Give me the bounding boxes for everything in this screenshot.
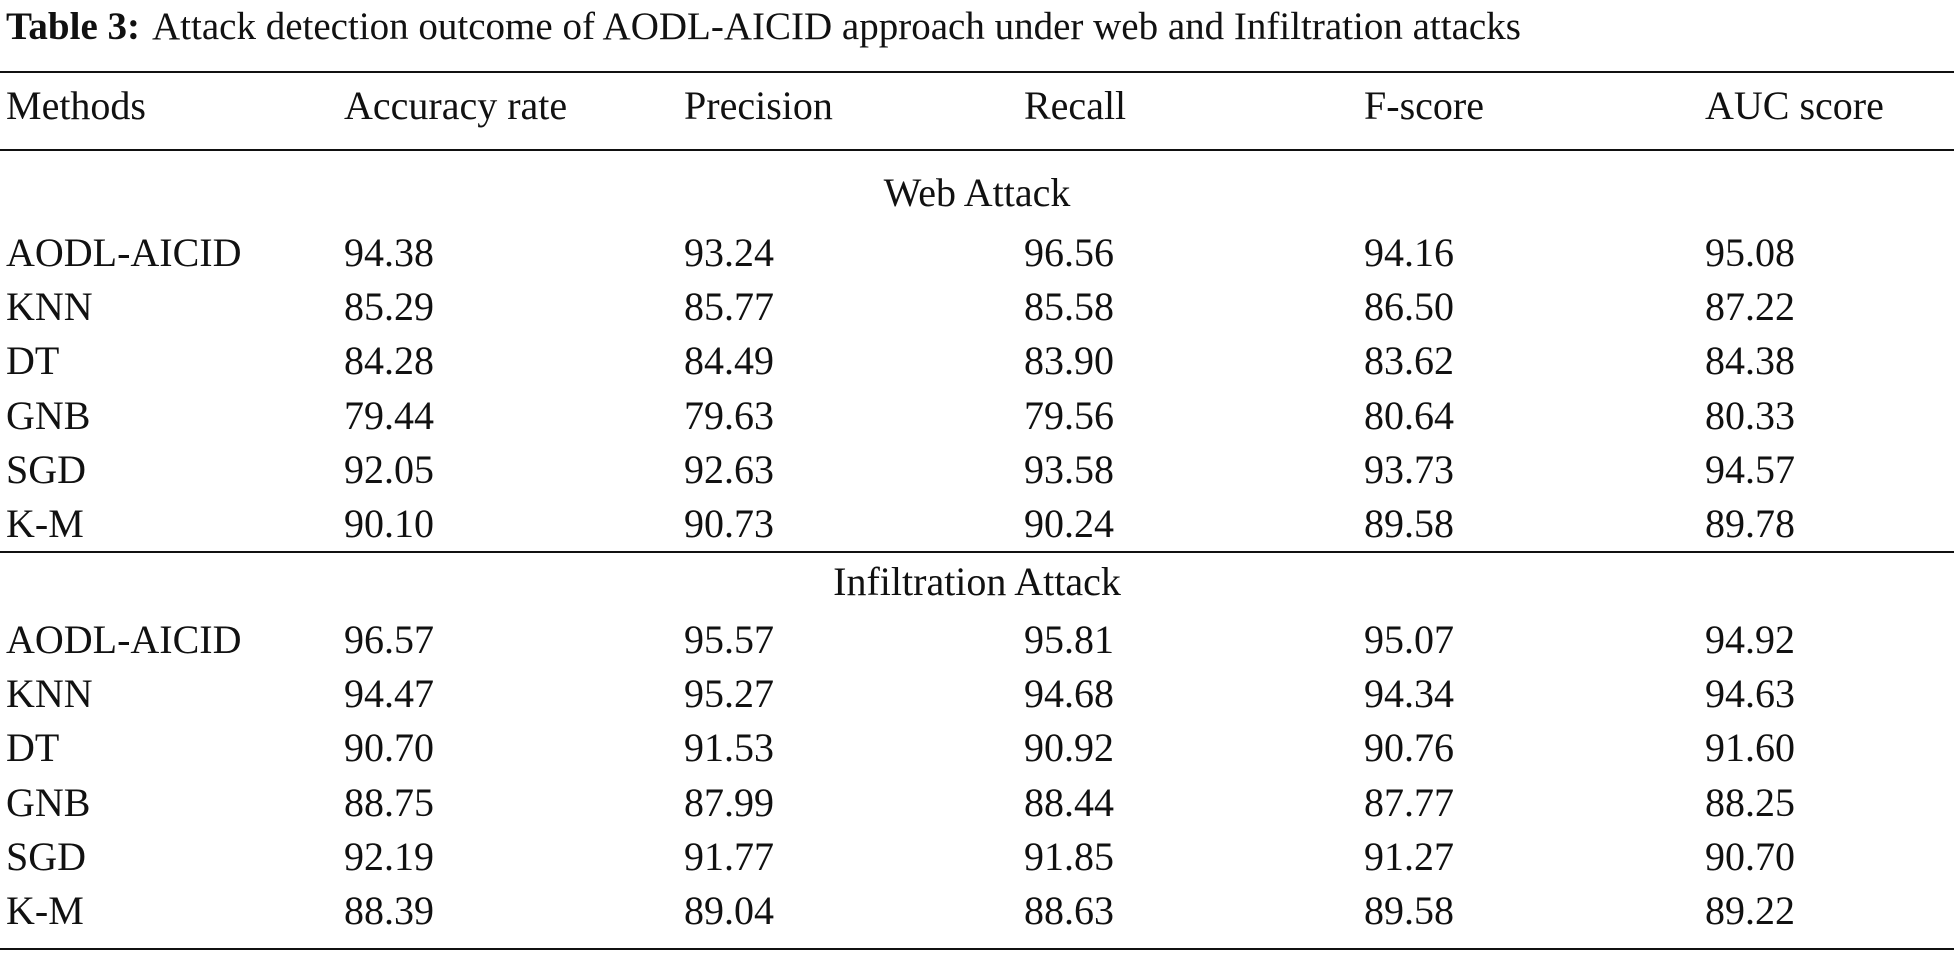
table-cell: 86.50 [1364,284,1454,330]
table-cell: 83.62 [1364,338,1454,384]
method-name: DT [6,338,60,384]
table-caption: Table 3: Attack detection outcome of AODL… [6,2,1521,52]
table-cell: 90.10 [344,501,434,546]
table-cell: 80.64 [1364,392,1454,438]
column-header: AUC score [1705,83,1884,128]
table-cell: 92.63 [684,446,774,492]
table-cell: 84.28 [344,338,434,384]
table-cell: 91.77 [684,833,774,879]
table-cell: 95.07 [1364,617,1454,662]
table-cell: 93.58 [1024,446,1114,492]
column-header: Accuracy rate [344,83,568,128]
table-cell: 90.70 [1705,833,1795,879]
table-cell: 87.99 [684,779,774,825]
table-cell: 96.56 [1024,230,1114,275]
section-title: Web Attack [883,170,1071,215]
table-cell: 90.24 [1024,501,1114,546]
table-cell: 91.53 [684,725,774,771]
table-cell: 85.77 [684,284,774,330]
method-name: AODL-AICID [6,230,242,275]
table-cell: 88.75 [344,779,434,825]
method-name: K-M [6,888,84,933]
method-name: GNB [6,779,91,825]
table-cell: 80.33 [1705,392,1795,438]
table-cell: 83.90 [1024,338,1114,384]
method-name: DT [6,725,60,771]
table-cell: 93.24 [684,230,774,275]
table-cell: 87.22 [1705,284,1795,330]
method-name: SGD [6,833,87,879]
table-cell: 90.76 [1364,725,1454,771]
caption-text: Attack detection outcome of AODL-AICID a… [152,5,1521,48]
table-cell: 94.38 [344,230,434,275]
table-cell: 90.92 [1024,725,1114,771]
table-cell: 94.16 [1364,230,1454,275]
section-rule [0,551,1954,553]
table-cell: 94.92 [1705,617,1795,662]
table-cell: 95.57 [684,617,774,662]
caption-label: Table 3: [6,5,141,48]
table-cell: 79.63 [684,392,774,438]
bottom-rule [0,948,1954,950]
table-cell: 90.70 [344,725,434,771]
table-cell: 94.34 [1364,671,1454,717]
table-cell: 90.73 [684,501,774,546]
method-name: KNN [6,284,93,330]
column-header: F-score [1364,83,1484,128]
table-cell: 95.27 [684,671,774,717]
table-cell: 89.22 [1705,888,1795,933]
table-cell: 94.57 [1705,446,1795,492]
table-cell: 96.57 [344,617,434,662]
table-cell: 85.29 [344,284,434,330]
table-cell: 88.39 [344,888,434,933]
method-name: K-M [6,501,84,546]
table-cell: 89.78 [1705,501,1795,546]
table-cell: 88.63 [1024,888,1114,933]
table-cell: 84.49 [684,338,774,384]
table-cell: 91.85 [1024,833,1114,879]
table-cell: 89.58 [1364,888,1454,933]
table-cell: 89.04 [684,888,774,933]
table-cell: 89.58 [1364,501,1454,546]
top-rule [0,71,1954,73]
method-name: KNN [6,671,93,717]
table-cell: 91.27 [1364,833,1454,879]
method-name: AODL-AICID [6,617,242,662]
column-header: Recall [1024,83,1127,128]
table-cell: 95.81 [1024,617,1114,662]
column-header: Methods [6,83,146,128]
table-cell: 91.60 [1705,725,1795,771]
table-cell: 88.44 [1024,779,1114,825]
table-cell: 94.68 [1024,671,1114,717]
table-cell: 93.73 [1364,446,1454,492]
table-cell: 94.63 [1705,671,1795,717]
table-cell: 79.56 [1024,392,1114,438]
column-header: Precision [684,83,833,128]
section-title: Infiltration Attack [833,559,1121,604]
table-cell: 88.25 [1705,779,1795,825]
method-name: SGD [6,446,87,492]
table-cell: 85.58 [1024,284,1114,330]
table-cell: 84.38 [1705,338,1795,384]
header-rule [0,149,1954,151]
table-cell: 94.47 [344,671,434,717]
table-cell: 87.77 [1364,779,1454,825]
table-cell: 92.19 [344,833,434,879]
table-cell: 92.05 [344,446,434,492]
method-name: GNB [6,392,91,438]
table-cell: 95.08 [1705,230,1795,275]
table-cell: 79.44 [344,392,434,438]
